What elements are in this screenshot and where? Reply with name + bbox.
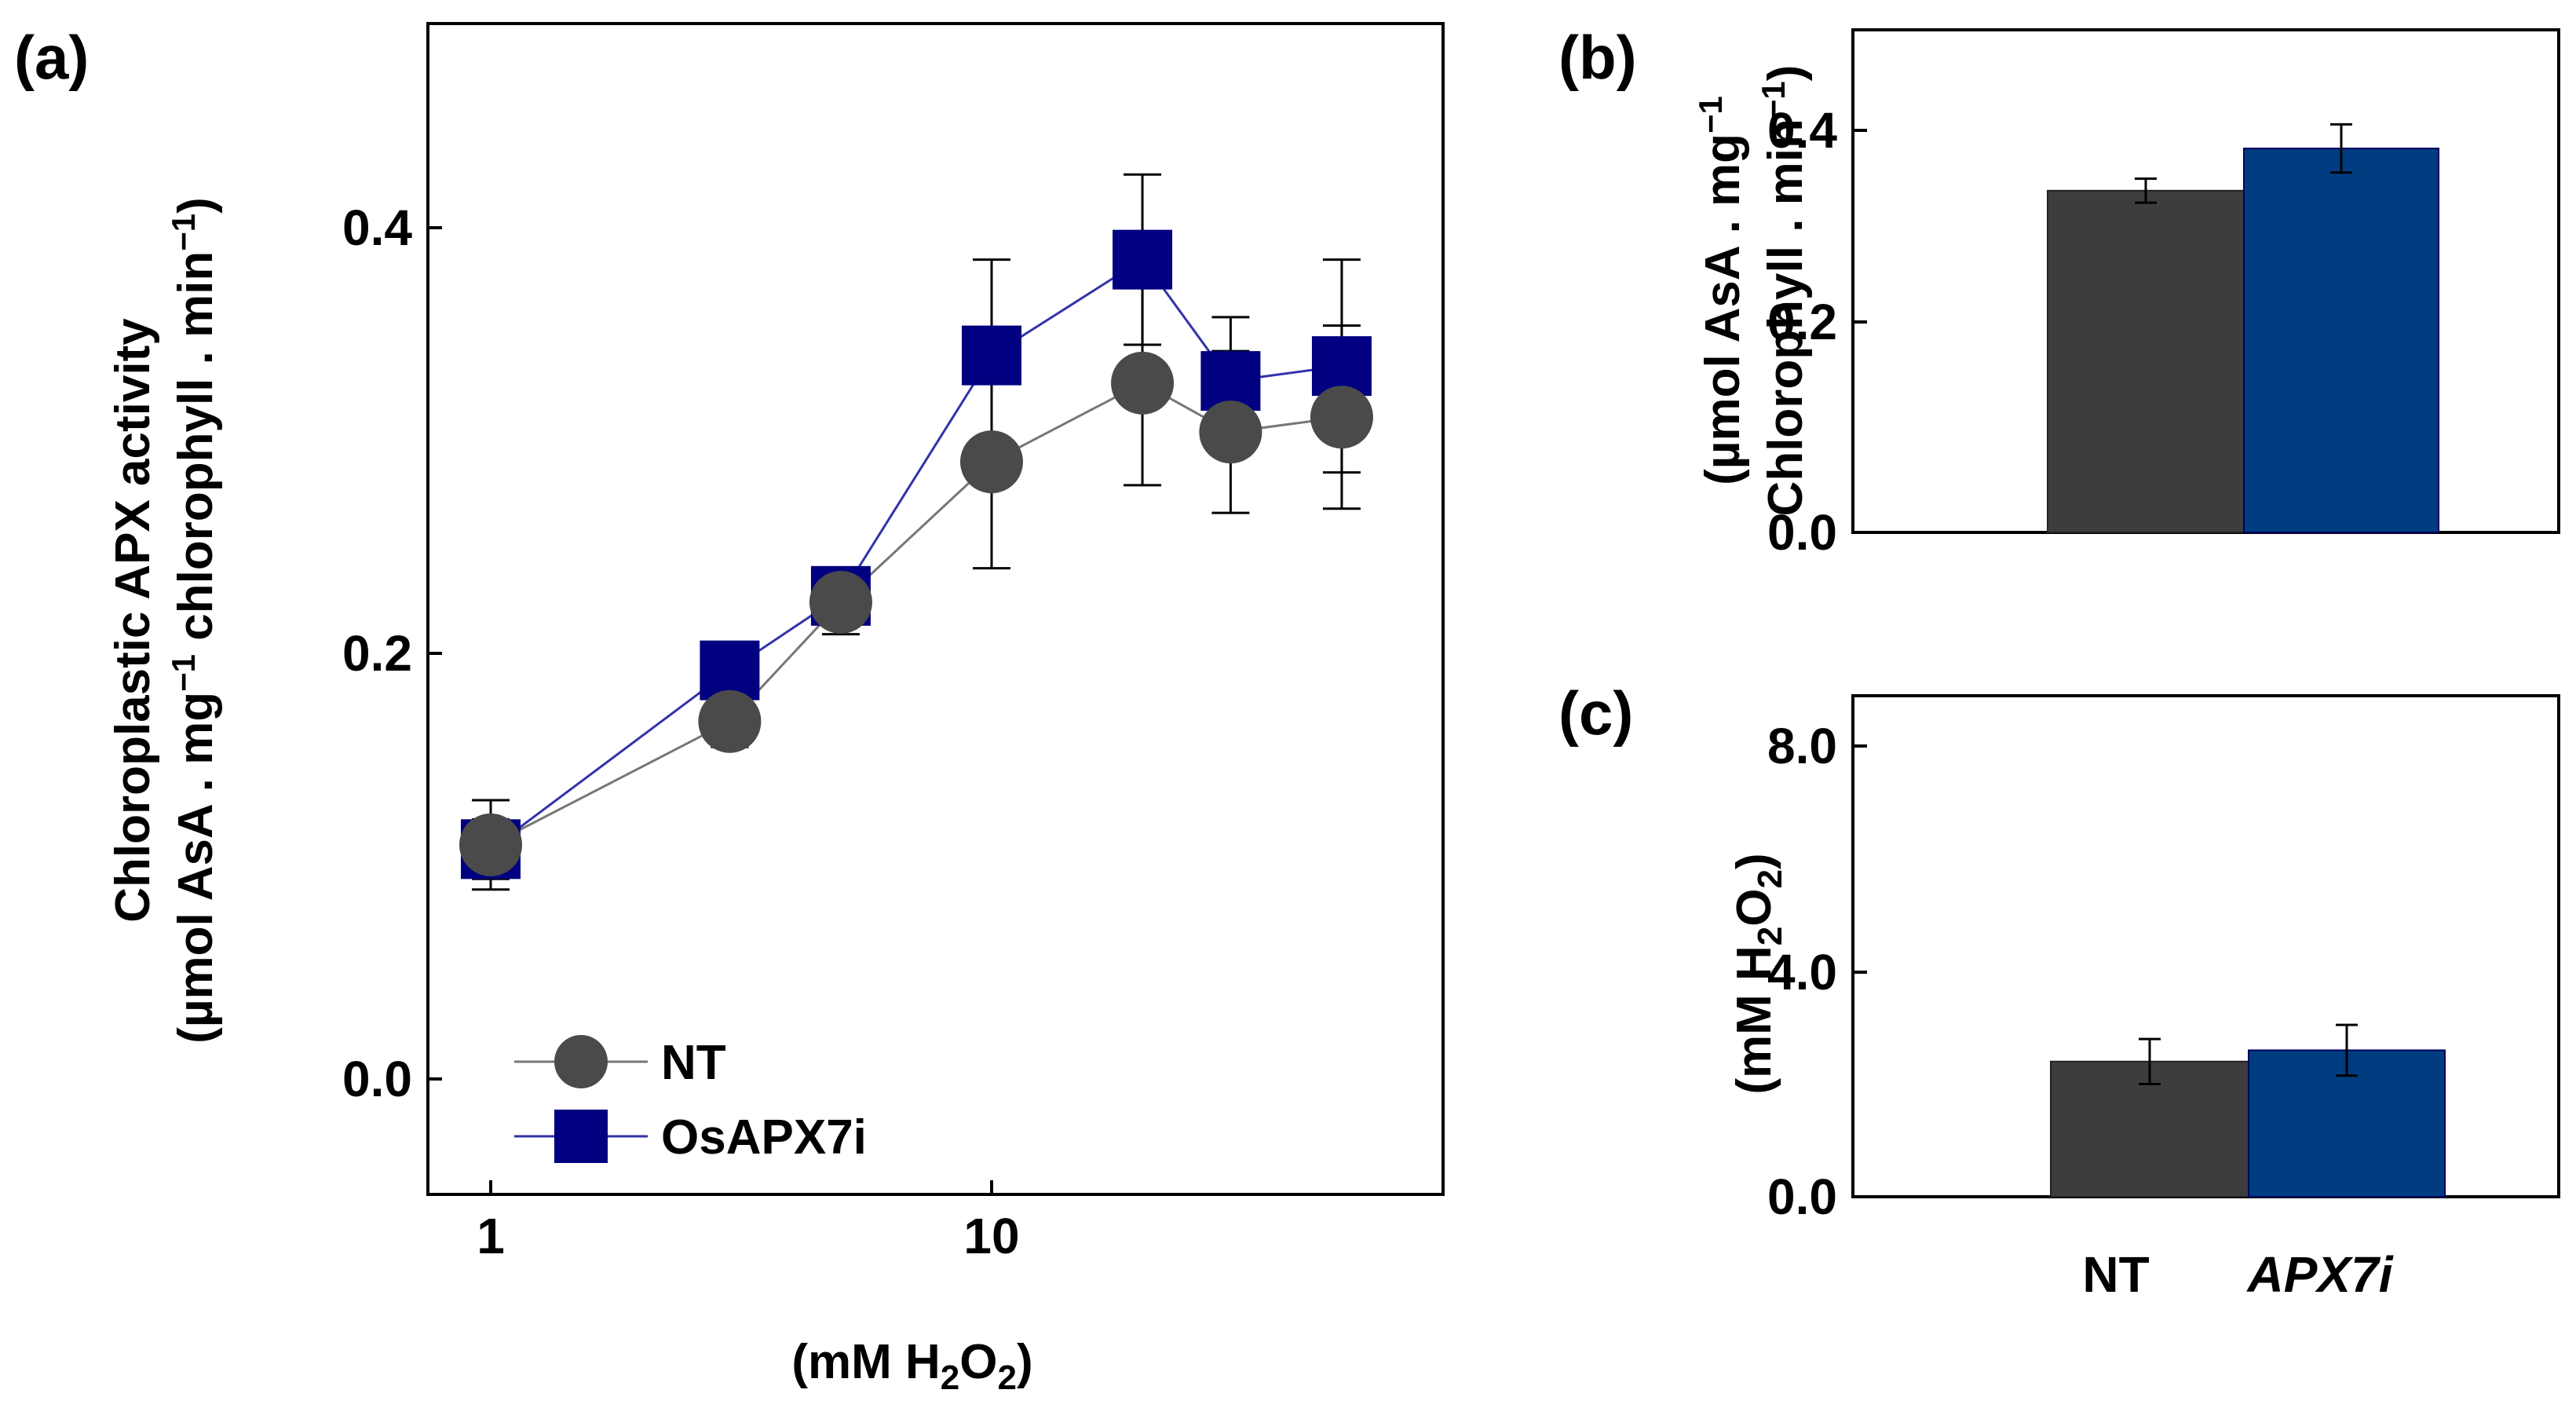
panel-c: (c) 0.0 4.0 8.0 (mM H2O2) NT APX7i <box>1558 678 2560 1303</box>
panel-a-letter: (a) <box>14 23 89 92</box>
data-point-osapx7i <box>962 325 1021 386</box>
panel-b-ylabel-line2: Chlorophyll . min−1) <box>1755 65 1813 517</box>
legend-nt-marker <box>554 1035 608 1088</box>
panel-a-xtick-label: 10 <box>963 1208 1019 1264</box>
legend-osapx7i-marker <box>554 1110 608 1163</box>
panel-c-ylabel: (mM H2O2) <box>1727 853 1789 1094</box>
legend-osapx7i-label: OsAPX7i <box>661 1110 867 1165</box>
panel-c-xtick-label-apx7i: APX7i <box>2246 1246 2394 1303</box>
panel-b-ytick-label: 0.0 <box>1767 504 1837 561</box>
panel-c-ylabel-text: (mM H2O2) <box>1727 853 1789 1094</box>
panel-a-ytick-label: 0.4 <box>342 199 412 256</box>
panel-c-xtick-label-nt: NT <box>2082 1246 2149 1303</box>
data-point-nt <box>1199 400 1262 464</box>
panel-b: (b) 0.0 0.2 0.4 (µmol AsA . mg−1 Chlorop… <box>1558 23 2560 561</box>
panel-b-ylabel: (µmol AsA . mg−1 Chlorophyll . min−1) <box>1692 65 1813 517</box>
panel-b-bars <box>2047 123 2439 534</box>
panel-b-ylabel-line1: (µmol AsA . mg−1 <box>1692 96 1750 485</box>
panel-a-series-lines <box>490 258 1343 850</box>
panel-a-ylabel-line1: Chloroplastic APX activity <box>106 318 160 923</box>
data-point-osapx7i <box>1113 229 1173 290</box>
panel-c-ytick-label: 4.0 <box>1767 944 1837 1000</box>
data-point-nt <box>459 813 522 876</box>
panel-a-legend: NT OsAPX7i <box>514 1035 867 1165</box>
data-point-nt <box>1111 351 1175 415</box>
panel-a-frame <box>426 22 1445 1196</box>
data-point-nt <box>809 570 872 634</box>
panel-c-letter: (c) <box>1558 678 1633 748</box>
panel-b-letter: (b) <box>1558 23 1637 92</box>
bar-nt <box>2047 189 2245 534</box>
panel-c-ytick-label: 8.0 <box>1767 718 1837 774</box>
panel-a-ylabel-line2: (µmol AsA . mg−1 chlorophyll . min−1) <box>165 197 223 1044</box>
panel-a-xtick-label: 1 <box>477 1208 505 1264</box>
panel-c-bars <box>2050 1023 2446 1198</box>
panel-a-xlabel: (mM H2O2) <box>791 1335 1032 1397</box>
panel-c-ytick-label: 0.0 <box>1767 1168 1837 1225</box>
legend-nt-label: NT <box>661 1036 726 1090</box>
panel-a-markers <box>459 229 1373 880</box>
panel-b-ytick-label: 0.4 <box>1767 102 1837 159</box>
data-point-nt <box>960 430 1023 494</box>
panel-a-ylabel: Chloroplastic APX activity (µmol AsA . m… <box>106 197 223 1044</box>
bar-apx7i <box>2243 148 2439 533</box>
panel-a: (a) 0.0 0.2 0.4 1 10 (mM H2O2) Chloropla… <box>14 22 1445 1397</box>
series-line-osapx7i <box>490 258 1343 850</box>
panel-a-ytick-label: 0.2 <box>342 625 412 682</box>
data-point-nt <box>698 689 762 753</box>
panel-b-ytick-label: 0.2 <box>1767 294 1837 350</box>
data-point-nt <box>1310 386 1373 449</box>
panel-a-ytick-label: 0.0 <box>342 1051 412 1107</box>
